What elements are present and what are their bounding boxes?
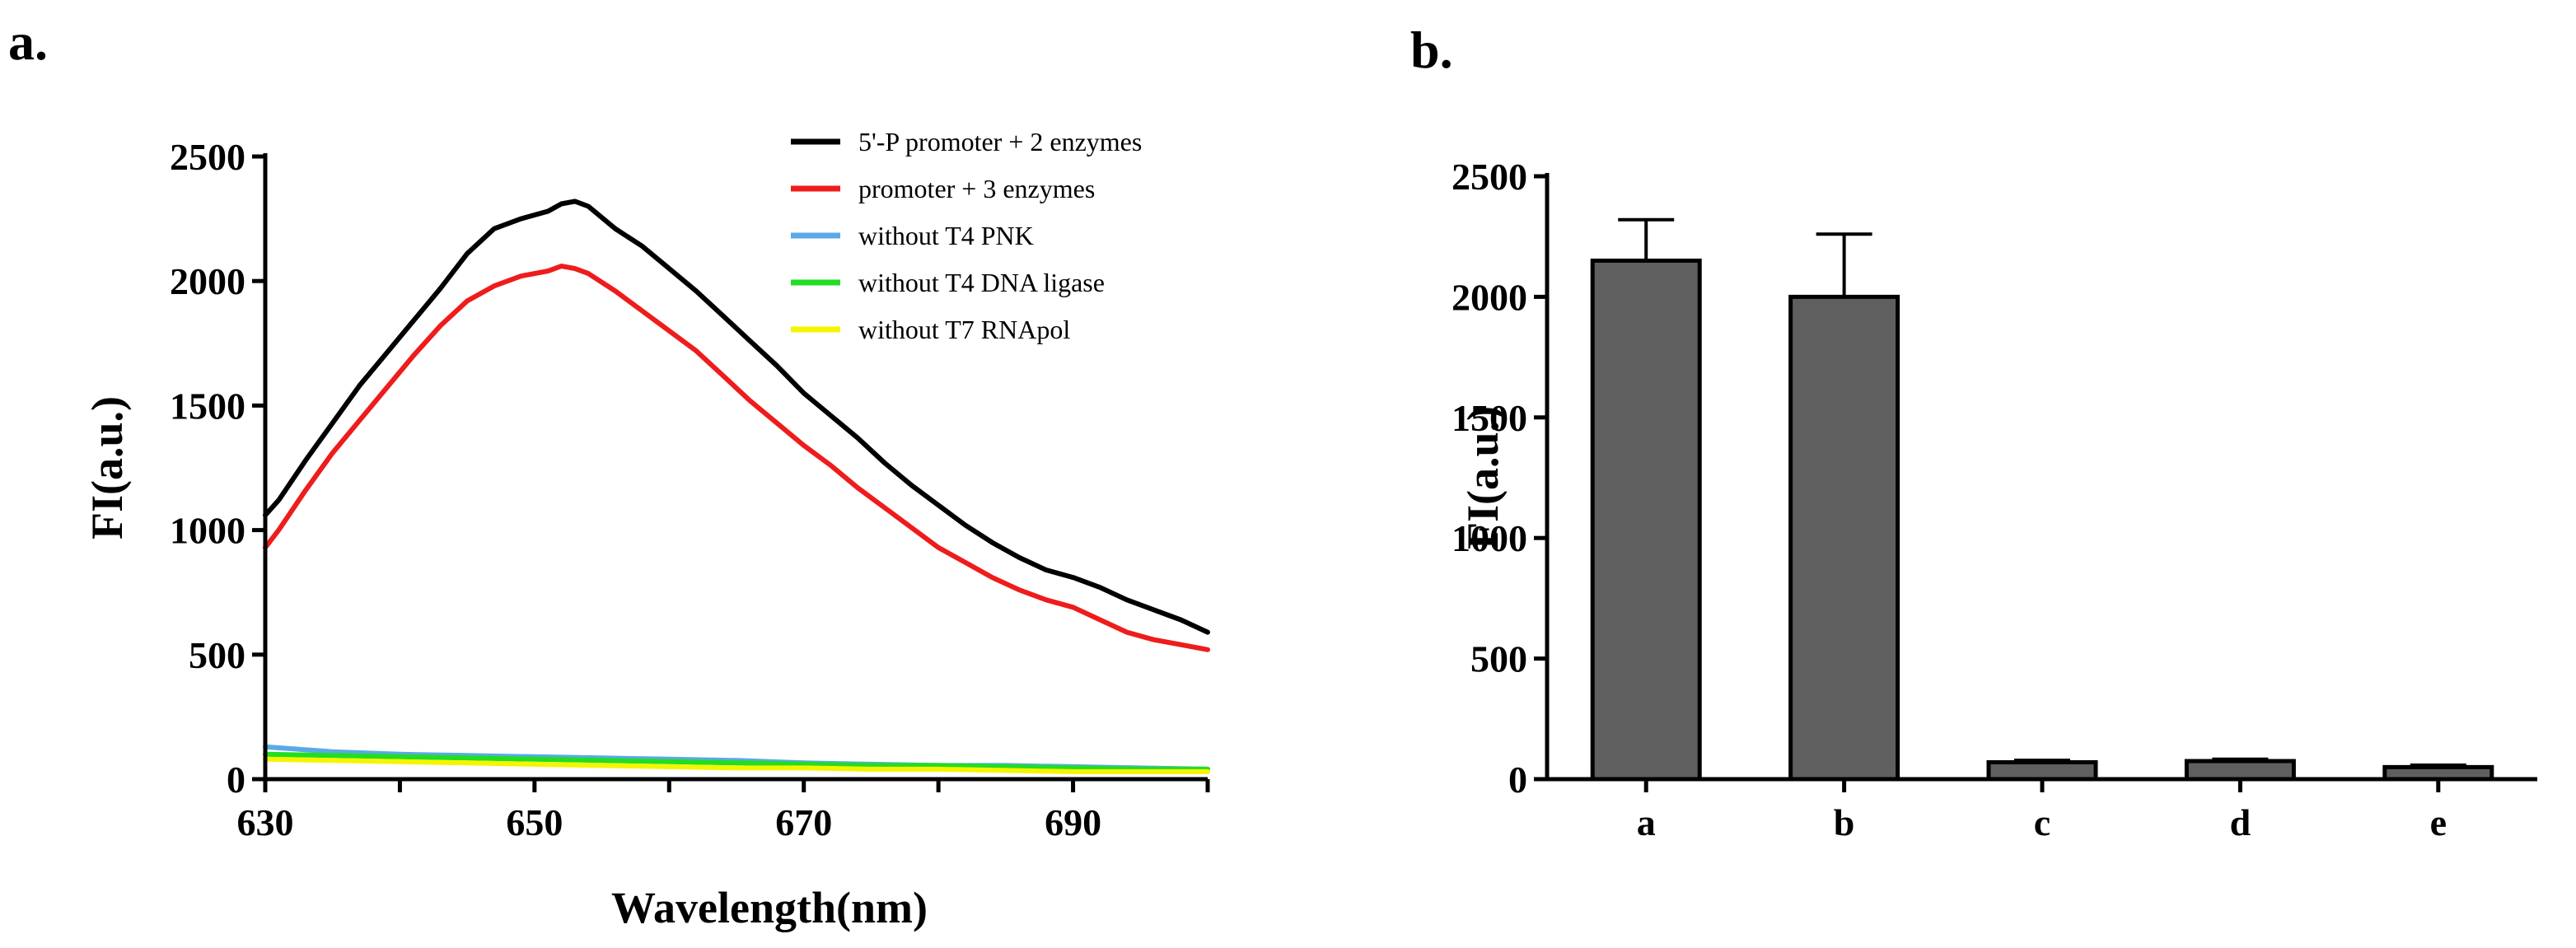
x-tick-label: b (1834, 801, 1855, 843)
x-tick-label: 650 (506, 801, 563, 843)
x-tick-label: 630 (237, 801, 294, 843)
y-tick-label: 2000 (1452, 276, 1527, 318)
y-tick-label: 2500 (1452, 156, 1527, 198)
y-tick-label: 0 (1508, 759, 1527, 801)
legend-label-1: 5'-P promoter + 2 enzymes (858, 127, 1142, 156)
x-axis-title: Wavelength(nm) (611, 883, 928, 932)
y-tick-label: 500 (189, 634, 245, 676)
bar-b (1788, 294, 1900, 782)
y-tick-label: 1500 (170, 385, 245, 427)
line-chart: 0 500 1000 1500 2000 2500 630 650 670 690 Waveleng… (82, 127, 1210, 932)
y-tick-label: 1000 (170, 510, 245, 552)
y-tick-label: 500 (1470, 638, 1527, 680)
series-line-5 (263, 756, 1210, 774)
y-tick-label: 1000 (1452, 517, 1527, 559)
y-axis-title: FI(a.u.) (82, 396, 132, 539)
y-tick-label: 1500 (1452, 397, 1527, 439)
legend-label-3: without T4 PNK (858, 221, 1034, 250)
y-tick-label: 2000 (170, 260, 245, 302)
x-tick-label: a (1637, 801, 1656, 843)
series-line-4 (263, 751, 1210, 772)
panel-a-label: a. (8, 12, 48, 71)
x-tick-label: d (2230, 801, 2251, 843)
bar-c (1986, 760, 2098, 782)
legend-label-5: without T7 RNApol (858, 315, 1070, 344)
x-tick-label: c (2034, 801, 2050, 843)
bar-d (2184, 759, 2296, 782)
bar-a (1590, 258, 1702, 782)
legend-label-4: without T4 DNA ligase (858, 268, 1105, 297)
y-tick-label: 0 (227, 759, 245, 801)
x-tick-label: e (2430, 801, 2447, 843)
y-tick-label: 2500 (170, 136, 245, 178)
panel-b-label: b. (1410, 21, 1453, 79)
series-line-2 (263, 264, 1210, 652)
legend-label-2: promoter + 3 enzymes (858, 174, 1095, 203)
series-line-1 (263, 198, 1210, 635)
bar-chart: a b c d e 0 500 1000 1500 2000 2500 FI(a.u.) (1452, 156, 2537, 843)
x-tick-label: 690 (1045, 801, 1101, 843)
y-axis-title: FI(a.u.) (1458, 406, 1508, 549)
x-tick-label: 670 (775, 801, 832, 843)
